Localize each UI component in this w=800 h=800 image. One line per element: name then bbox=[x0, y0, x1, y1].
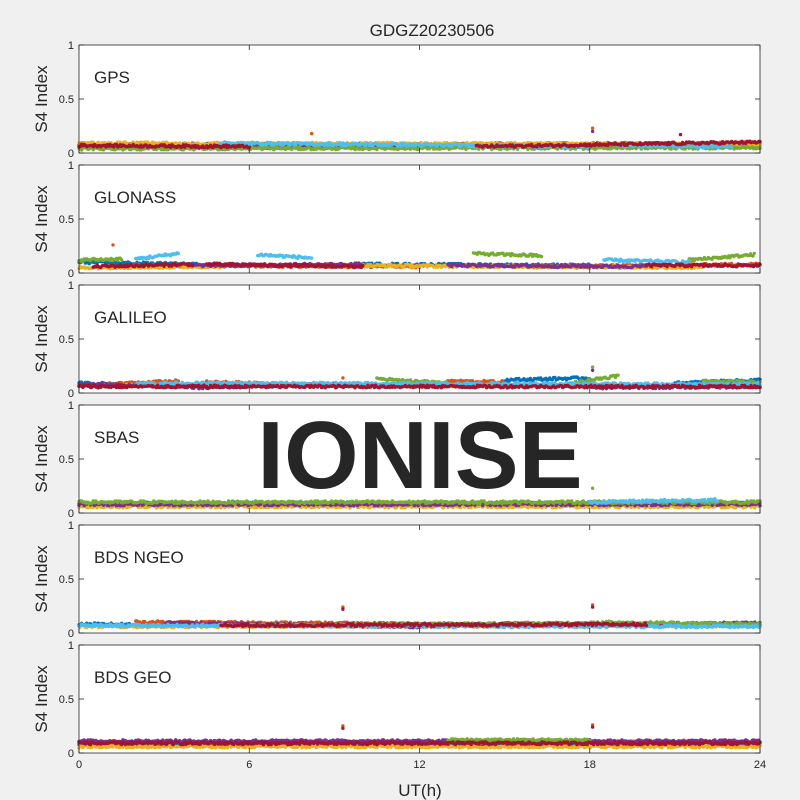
data-point bbox=[119, 258, 124, 262]
data-points bbox=[77, 126, 762, 152]
axes-background bbox=[79, 45, 760, 153]
y-axis-label: S4 Index bbox=[32, 65, 51, 133]
axes-background bbox=[79, 165, 760, 273]
data-point bbox=[752, 251, 756, 256]
y-tick-label: 0.5 bbox=[59, 94, 74, 106]
panel-gps: 0 0.5 1 GPS S4 Index bbox=[32, 40, 762, 160]
data-point bbox=[176, 251, 180, 256]
y-tick-label: 1 bbox=[68, 40, 74, 52]
data-point bbox=[310, 256, 314, 260]
data-point bbox=[539, 254, 544, 259]
data-point bbox=[190, 263, 195, 267]
outlier-point bbox=[678, 132, 683, 137]
outlier-point bbox=[590, 129, 595, 134]
outlier-point bbox=[590, 126, 595, 130]
data-point bbox=[687, 259, 691, 263]
outlier-point bbox=[310, 131, 314, 136]
y-tick-label: 0 bbox=[68, 148, 74, 160]
data-point bbox=[361, 264, 365, 268]
data-point bbox=[729, 145, 734, 149]
panel-label: GPS bbox=[94, 68, 130, 87]
figure-title: GDGZ20230506 bbox=[370, 21, 495, 40]
